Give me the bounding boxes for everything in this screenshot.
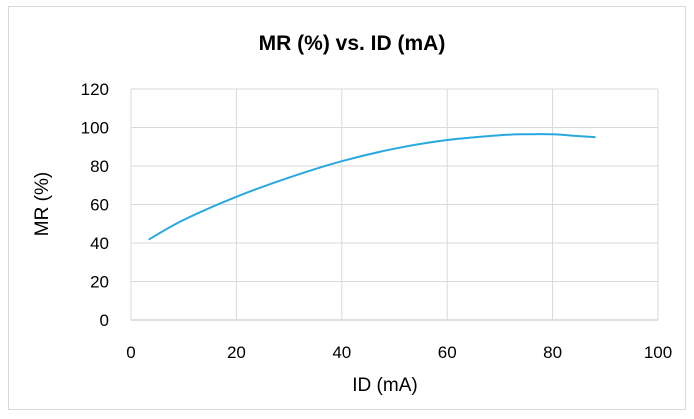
x-tick-label: 0 [126, 343, 135, 362]
y-tick-label: 20 [90, 273, 109, 292]
chart-frame [8, 6, 686, 410]
x-tick-label: 80 [543, 343, 562, 362]
y-axis-label: MR (%) [32, 172, 53, 236]
y-tick-label: 100 [81, 119, 109, 138]
y-tick-label: 60 [90, 196, 109, 215]
gridlines [130, 88, 659, 321]
series-group [148, 133, 596, 241]
chart-title: MR (%) vs. ID (mA) [259, 32, 446, 55]
x-tick-label: 40 [332, 343, 351, 362]
series-line [148, 133, 596, 241]
y-tick-label: 80 [90, 157, 109, 176]
y-tick-labels: 0 20 40 60 80 100 120 [81, 80, 109, 330]
y-tick-label: 0 [100, 311, 109, 330]
x-tick-label: 20 [227, 343, 246, 362]
x-tick-label: 100 [644, 343, 672, 362]
y-tick-label: 40 [90, 234, 109, 253]
x-tick-label: 60 [438, 343, 457, 362]
y-tick-label: 120 [81, 80, 109, 99]
x-tick-labels: 0 20 40 60 80 100 [126, 343, 672, 362]
x-axis-label: ID (mA) [352, 375, 417, 396]
